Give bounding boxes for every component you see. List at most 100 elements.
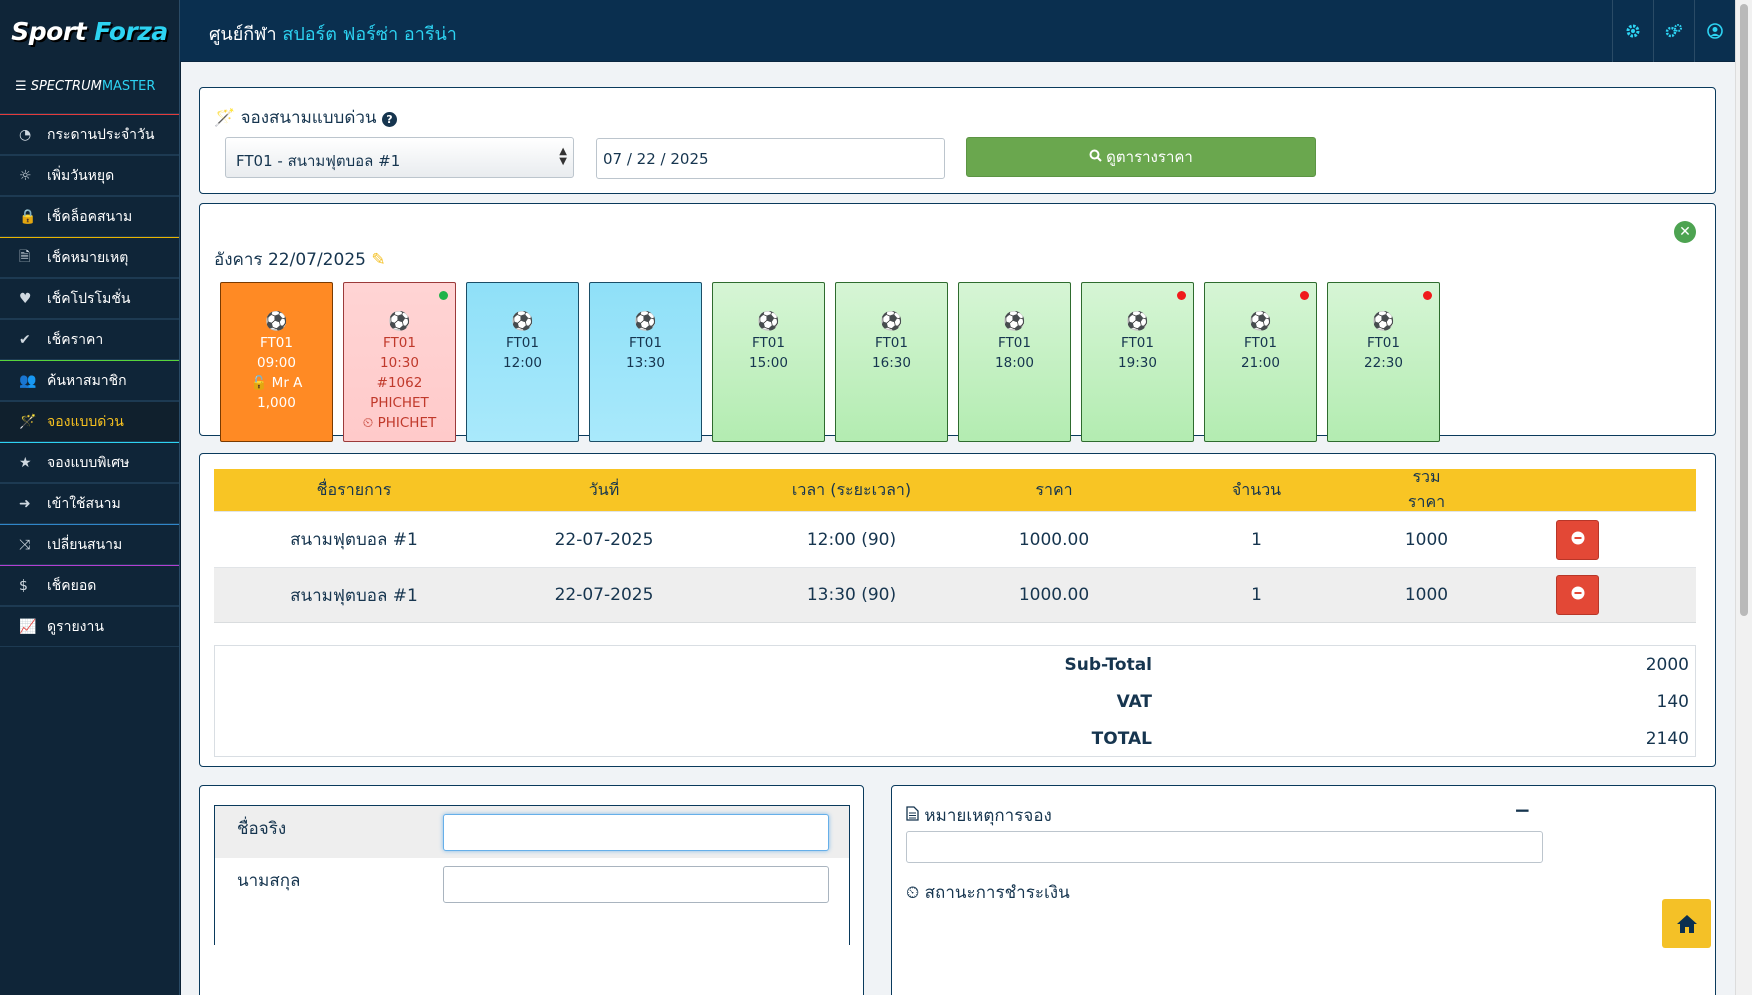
first-name-input[interactable] (443, 814, 829, 851)
header-title-prefix: ศูนย์กีฬา (209, 24, 277, 45)
gear-icon[interactable] (1612, 0, 1653, 62)
col-total: รวมราคา (1407, 467, 1446, 511)
sidebar-item-label: เช็คราคา (47, 331, 104, 348)
sidebar-item-10[interactable]: ➜ เข้าใช้สนาม (0, 483, 179, 524)
check-icon: ✔ (19, 331, 31, 348)
time-slot-booked[interactable]: ⚽ FT01 09:00 🔓 Mr A 1,000 (220, 282, 333, 442)
sidebar-item-label: เช็คหมายเหตุ (47, 249, 129, 266)
booking-notes-textarea[interactable] (906, 831, 1543, 863)
time-slot-free[interactable]: ⚽ FT01 16:30 (835, 282, 948, 442)
scrollbar-thumb[interactable] (1740, 4, 1748, 616)
search-icon (1089, 148, 1102, 166)
time-slot-selected[interactable]: ⚽ FT01 13:30 (589, 282, 702, 442)
time-slot-selected[interactable]: ⚽ FT01 12:00 (466, 282, 579, 442)
slot-line: 12:00 (503, 355, 542, 371)
table-cell: 1000 (1404, 585, 1449, 605)
page-scrollbar[interactable] (1735, 0, 1752, 995)
sidebar-item-label: เปลี่ยนสนาม (47, 536, 123, 553)
customer-form: ชื่อจริง นามสกุล (214, 805, 850, 945)
slot-line: FT01 (383, 335, 416, 351)
table-cell: 12:00 (90) (806, 529, 897, 550)
last-name-label: นามสกุล (237, 871, 301, 891)
main-content: 🪄 จองสนามแบบด่วน ? FT01 - สนามฟุตบอล #1 … (181, 62, 1735, 995)
time-slot-free[interactable]: ⚽ FT01 19:30 (1081, 282, 1194, 442)
soccer-ball-icon: ⚽ (1372, 311, 1395, 332)
soccer-ball-icon: ⚽ (880, 311, 903, 332)
time-slot-free[interactable]: ⚽ FT01 22:30 (1327, 282, 1440, 442)
gears-icon[interactable] (1653, 0, 1694, 62)
col-item-name: ชื่อรายการ (316, 479, 392, 499)
row-actions (1459, 519, 1696, 560)
col-price: ราคา (1035, 479, 1073, 499)
status-dot (439, 291, 448, 300)
table-cell: สนามฟุตบอล #1 (290, 530, 418, 550)
brand-logo[interactable]: Sport Forza (0, 0, 180, 62)
sidebar-item-11[interactable]: ⤨ เปลี่ยนสนาม (0, 524, 179, 565)
slot-line: 10:30 (380, 355, 419, 371)
sidebar-menu: ◔ กระดานประจำวัน ☼ เพิ่มวันหยุด 🔒 เช็คล็อคสนา… (0, 114, 179, 647)
table-row: สนามฟุตบอล #1 22-07-2025 12:00 (90) 1000.00… (214, 511, 1696, 567)
top-icon-group (1612, 0, 1735, 62)
booking-notes-panel: หมายเหตุการจอง − ⏲ สถานะการชำระเงิน (891, 785, 1716, 995)
booking-cart-table: ชื่อรายการ วันที่ เวลา (ระยะเวลา) ราคา จ… (214, 467, 1696, 623)
soccer-ball-icon: ⚽ (1003, 311, 1026, 332)
slot-line: FT01 (1244, 335, 1277, 351)
total-value: 2140 (1645, 729, 1689, 749)
time-slot-pending[interactable]: ⚽ FT01 10:30 #1062 PHICHET ⏲ PHICHET (343, 282, 456, 442)
sidebar-item-12[interactable]: $ เช็คยอด (0, 565, 179, 606)
booking-cart-panel: ชื่อรายการ วันที่ เวลา (ระยะเวลา) ราคา จ… (199, 453, 1716, 767)
sidebar-item-9[interactable]: ★ จองแบบพิเศษ (0, 442, 179, 483)
first-name-label: ชื่อจริง (237, 819, 287, 839)
total-label: TOTAL (1091, 729, 1152, 749)
table-cell: 22-07-2025 (554, 529, 654, 550)
slot-line: ⏲ PHICHET (362, 415, 437, 431)
remove-item-button[interactable] (1556, 519, 1599, 560)
sidebar-item-4[interactable]: 🗎 เช็คหมายเหตุ (0, 237, 179, 278)
sidebar-header-part-2: MASTER (101, 79, 156, 94)
sidebar-item-label: จองแบบด่วน (47, 413, 124, 430)
view-price-table-button[interactable]: ดูตารางราคา (966, 137, 1316, 177)
remove-item-button[interactable] (1556, 575, 1599, 615)
time-slot-free[interactable]: ⚽ FT01 15:00 (712, 282, 825, 442)
time-slot-list: ⚽ FT01 09:00 🔓 Mr A 1,000 ⚽ FT01 10:30 #1062 PHIC… (220, 282, 1440, 442)
schedule-panel: อังคาร 22/07/2025 ✎ ✕ ⚽ FT01 09:00 🔓 Mr A 1,… (199, 203, 1716, 442)
last-name-input[interactable] (443, 866, 829, 903)
last-name-row: นามสกุล (215, 858, 849, 910)
table-cell: 22-07-2025 (554, 585, 654, 605)
slot-line: 16:30 (872, 355, 911, 371)
magic-wand-icon[interactable]: ✎ (371, 250, 386, 270)
sidebar-item-label: เช็คยอด (47, 577, 97, 594)
col-date: วันที่ (588, 479, 620, 499)
question-circle-icon[interactable]: ? (381, 112, 397, 127)
sidebar-header[interactable]: ☰ SPECTRUMMASTER (0, 62, 179, 114)
slot-line: FT01 (1121, 335, 1154, 351)
time-slot-free[interactable]: ⚽ FT01 18:00 (958, 282, 1071, 442)
close-schedule-icon[interactable]: ✕ (1674, 221, 1696, 243)
subtotal-value: 2000 (1645, 655, 1689, 675)
user-circle-icon[interactable] (1694, 0, 1735, 62)
sidebar-item-1[interactable]: ◔ กระดานประจำวัน (0, 114, 179, 155)
slot-line: 13:30 (626, 355, 665, 371)
field-select[interactable]: FT01 - สนามฟุตบอล #1 ▲ ▼ (225, 137, 574, 178)
table-cell: 1 (1251, 529, 1262, 550)
table-cell: 13:30 (90) (806, 585, 897, 605)
sidebar-item-5[interactable]: ♥ เช็คโปรโมชั่น (0, 278, 179, 319)
sidebar-item-3[interactable]: 🔒 เช็คล็อคสนาม (0, 196, 179, 237)
sidebar-item-7[interactable]: 👥 ค้นหาสมาชิก (0, 360, 179, 401)
table-body: สนามฟุตบอล #1 22-07-2025 12:00 (90) 1000.00… (214, 511, 1696, 623)
collapse-icon[interactable]: − (1514, 798, 1531, 822)
dollar-icon: $ (19, 577, 28, 594)
totals-box: Sub-Total 2000 VAT 140 TOTAL 2140 (214, 645, 1696, 757)
sign-in-icon: ➜ (19, 495, 31, 512)
sidebar-item-2[interactable]: ☼ เพิ่มวันหยุด (0, 155, 179, 196)
sidebar-item-13[interactable]: 📈 ดูรายงาน (0, 606, 179, 647)
time-slot-free[interactable]: ⚽ FT01 21:00 (1204, 282, 1317, 442)
sidebar-item-8[interactable]: 🪄 จองแบบด่วน (0, 401, 179, 442)
booking-date-input[interactable]: 07 / 22 / 2025 (596, 138, 945, 179)
slot-line: 🔓 Mr A (250, 375, 303, 391)
header-title-venue: สปอร์ต ฟอร์ซ่า อารีน่า (282, 24, 457, 45)
clock-icon: ⏲ (906, 883, 920, 903)
slot-line: PHICHET (370, 395, 429, 411)
sidebar-item-6[interactable]: ✔ เช็คราคา (0, 319, 179, 360)
home-icon[interactable] (1662, 899, 1711, 948)
